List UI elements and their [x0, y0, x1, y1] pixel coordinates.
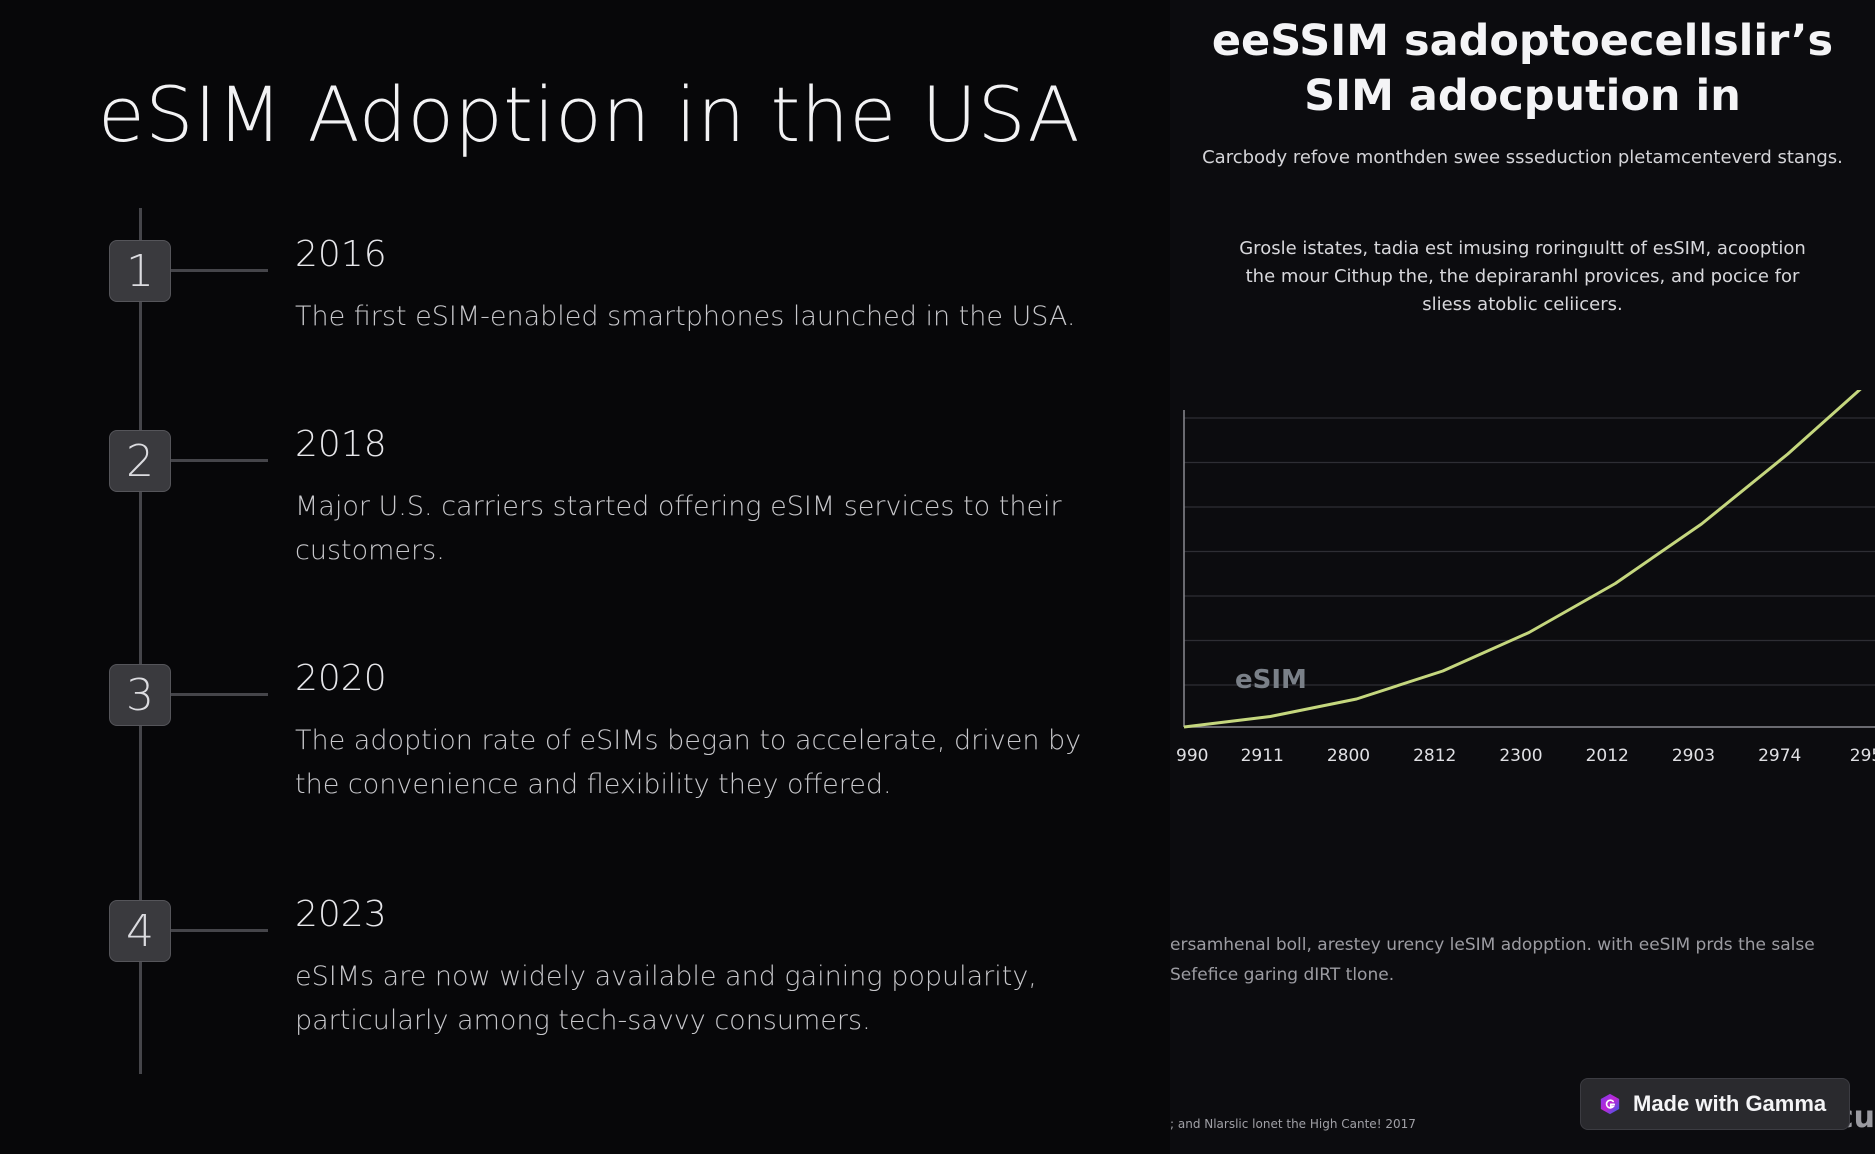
- timeline-connector: [171, 929, 268, 932]
- panel-source: ; and Nlarslic lonet the High Cante! 201…: [1170, 1117, 1416, 1131]
- timeline-step-badge: 4: [109, 900, 171, 962]
- made-with-gamma-button[interactable]: Made with Gamma: [1580, 1078, 1850, 1130]
- panel-title-line2: SIM adocpution in: [1304, 71, 1741, 121]
- panel-paragraph: Grosle istates, tadia est imusing roring…: [1239, 238, 1806, 315]
- timeline-step-badge: 3: [109, 664, 171, 726]
- panel-subtitle: Carcbody refove monthden swee ssseductio…: [1202, 147, 1843, 168]
- chart-x-tick-label: 2012: [1586, 746, 1629, 766]
- panel-title: eeSSIM sadoptoecellslir’s SIM adocpution…: [1170, 14, 1875, 124]
- chart-x-tick-label: 990: [1176, 746, 1208, 766]
- timeline-description: eSIMs are now widely available and gaini…: [295, 961, 1037, 1036]
- made-with-gamma-label: Made with Gamma: [1633, 1091, 1827, 1116]
- chart-x-tick-label: 2903: [1672, 746, 1715, 766]
- chart-x-tick-label: 2974: [1758, 746, 1801, 766]
- timeline-description: The first eSIM-enabled smartphones launc…: [295, 301, 1076, 332]
- chart-x-tick-label: 2800: [1327, 746, 1370, 766]
- timeline-step-badge: 2: [109, 430, 171, 492]
- slide-title: eSIM Adoption in the USA: [98, 70, 1081, 159]
- adoption-line-chart: 990 2911 2800 2812 2300 2012 2903 2974 295 eSIM: [1176, 390, 1875, 766]
- timeline-axis: [139, 208, 142, 1074]
- timeline-description: The adoption rate of eSIMs began to acce…: [295, 725, 1082, 800]
- chart-x-tick-label: 2812: [1413, 746, 1456, 766]
- timeline-connector: [171, 693, 268, 696]
- generated-image-panel: eeSSIM sadoptoecellslir’s SIM adocpution…: [1170, 0, 1875, 1154]
- chart-x-tick-label: 2300: [1499, 746, 1542, 766]
- timeline-year: 2016: [295, 234, 387, 275]
- panel-footer: ersamhenal boll, arestey urency leSIM ad…: [1170, 930, 1875, 990]
- gamma-logo-icon: [1600, 1093, 1620, 1115]
- timeline-connector: [171, 269, 268, 272]
- timeline-year: 2020: [295, 658, 387, 699]
- timeline-year: 2018: [295, 424, 387, 465]
- chart-x-tick-label: 2911: [1241, 746, 1284, 766]
- timeline-step-badge: 1: [109, 240, 171, 302]
- panel-title-line1: eeSSIM sadoptoecellslir’s: [1211, 16, 1834, 66]
- chart-series-label: eSIM: [1235, 665, 1307, 695]
- panel-footer-line2: Sefefice garing dIRT tlone.: [1170, 965, 1395, 985]
- chart-x-tick-label: 295: [1850, 746, 1875, 766]
- panel-footer-line1: ersamhenal boll, arestey urency leSIM ad…: [1170, 935, 1815, 955]
- timeline-year: 2023: [295, 894, 387, 935]
- timeline-connector: [171, 459, 268, 462]
- timeline-description: Major U.S. carriers started offering eSI…: [295, 491, 1062, 566]
